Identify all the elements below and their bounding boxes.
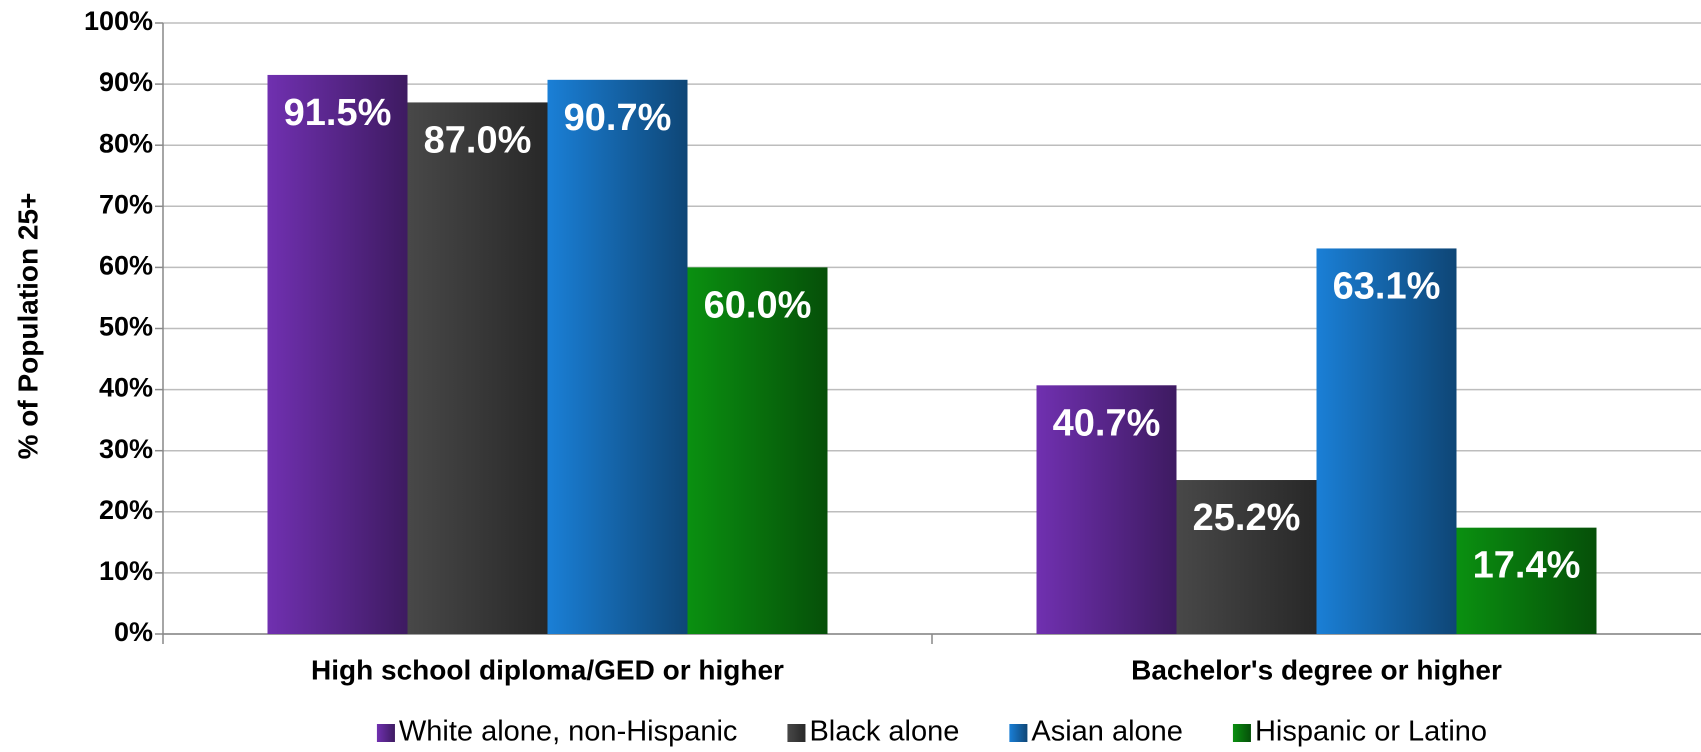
value-label: 63.1% (1333, 265, 1441, 307)
legend-label: Hispanic or Latino (1255, 716, 1487, 748)
value-label: 17.4% (1473, 545, 1581, 587)
bar-shade (1316, 248, 1457, 635)
y-tick-label: 80% (99, 128, 153, 158)
bar-shade (267, 74, 408, 634)
bar-shade (1456, 527, 1597, 634)
bar-shade (547, 79, 688, 634)
value-label: 87.0% (424, 119, 532, 161)
y-axis-title: % of Population 25+ (12, 193, 43, 460)
value-label: 25.2% (1193, 497, 1301, 539)
legend-label: Black alone (809, 716, 959, 748)
legend-label: White alone, non-Hispanic (399, 716, 738, 748)
y-tick-label: 70% (99, 189, 153, 219)
y-tick-label: 50% (99, 312, 153, 342)
y-tick-label: 10% (99, 556, 153, 586)
legend-swatch-shade (787, 724, 806, 742)
value-label: 40.7% (1053, 402, 1161, 444)
value-label: 91.5% (284, 92, 392, 134)
y-tick-label: 40% (99, 373, 153, 403)
legend-swatch-shade (1009, 724, 1028, 742)
x-tick-label: High school diploma/GED or higher (311, 654, 784, 685)
y-tick-label: 0% (114, 617, 153, 647)
value-label: 90.7% (564, 97, 672, 139)
y-tick-label: 30% (99, 434, 153, 464)
x-tick-label: Bachelor's degree or higher (1131, 654, 1502, 685)
bar-shade (1176, 480, 1317, 634)
value-label: 60.0% (704, 284, 812, 326)
bar-shade (407, 102, 548, 635)
legend-swatch-shade (1232, 724, 1251, 742)
y-tick-label: 100% (84, 6, 153, 36)
legend-label: Asian alone (1031, 716, 1183, 748)
bar-shade (687, 267, 828, 634)
y-tick-label: 60% (99, 251, 153, 281)
y-tick-label: 90% (99, 67, 153, 97)
legend-swatch-shade (376, 724, 395, 742)
y-tick-label: 20% (99, 495, 153, 525)
bar-shade (1036, 385, 1177, 634)
